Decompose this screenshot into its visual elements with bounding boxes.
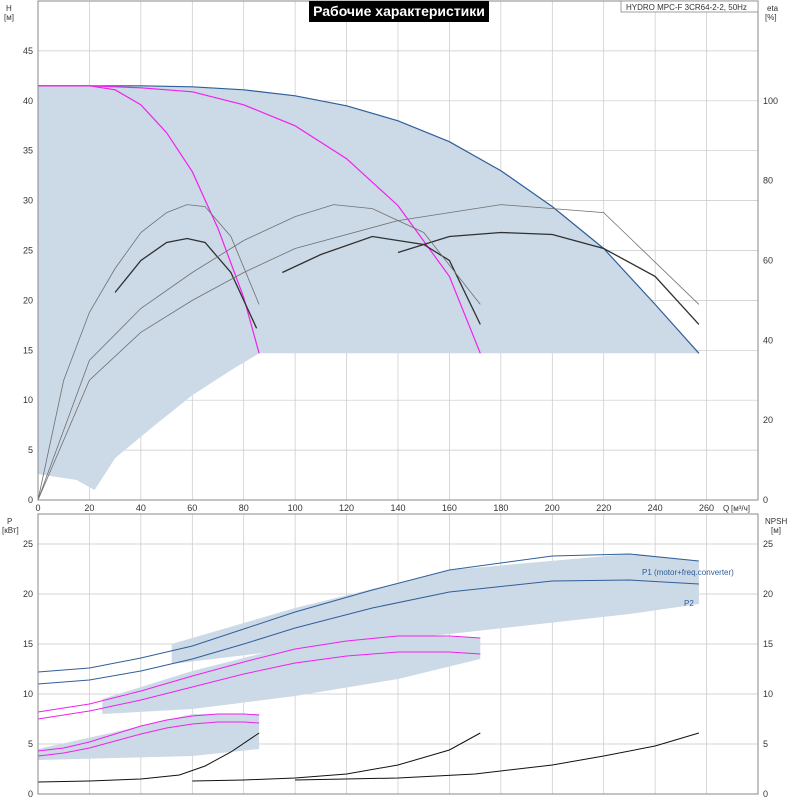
lower-plot-frame bbox=[37, 513, 759, 795]
upper-y-axis-unit: [м] bbox=[4, 13, 14, 22]
y2-tick-label: 0 bbox=[763, 789, 768, 799]
lower-y2-tick-labels: 0 5 10 15 20 25 bbox=[763, 539, 773, 799]
curve-head-2-pumps bbox=[38, 85, 481, 354]
model-label: HYDRO MPC-F 3CR64-2-2, 50Hz bbox=[626, 3, 747, 12]
legend-p2-label: P2 bbox=[684, 599, 694, 608]
y-tick-label: 10 bbox=[23, 395, 33, 405]
curve-P2-1-pump bbox=[37, 721, 260, 757]
y-tick-label: 35 bbox=[23, 146, 33, 156]
curve-npsh-1-pump bbox=[37, 732, 260, 783]
lower-y-axis-label: P bbox=[7, 517, 12, 526]
upper-chart: 0 20 40 60 80 100 120 140 160 180 200 220 240 260 051… bbox=[4, 0, 779, 513]
lower-y2-axis-unit: [м] bbox=[771, 526, 781, 535]
curve-head-3-pumps bbox=[38, 85, 700, 354]
x-tick-label: 160 bbox=[442, 503, 457, 513]
chart-title: Рабочие характеристики bbox=[313, 3, 485, 19]
y2-tick-label: 60 bbox=[763, 255, 773, 265]
curve-head-1-pump bbox=[38, 85, 260, 354]
upper-y2-axis-label: eta bbox=[767, 4, 779, 13]
upper-x-tick-labels: 0 20 40 60 80 100 120 140 160 180 200 220 240 260 bbox=[35, 503, 714, 513]
curve-P1-1-pump bbox=[37, 713, 260, 752]
x-tick-label: 220 bbox=[596, 503, 611, 513]
lower-curves bbox=[37, 553, 700, 783]
y-tick-label: 0 bbox=[28, 495, 33, 505]
y2-tick-label: 80 bbox=[763, 176, 773, 186]
curve-p1 bbox=[37, 553, 699, 673]
y-tick-label: 40 bbox=[23, 96, 33, 106]
curve-eta-3-pumps bbox=[397, 231, 700, 325]
y2-tick-label: 0 bbox=[763, 495, 768, 505]
y2-tick-label: 100 bbox=[763, 96, 778, 106]
chart-title-background bbox=[309, 1, 489, 22]
y2-tick-label: 40 bbox=[763, 335, 773, 345]
y-tick-label: 15 bbox=[23, 639, 33, 649]
power-envelope-3-pumps bbox=[171, 554, 699, 664]
y-tick-label: 30 bbox=[23, 196, 33, 206]
y-tick-label: 20 bbox=[23, 589, 33, 599]
y-tick-label: 20 bbox=[23, 295, 33, 305]
curve-eta-1-pump-alt bbox=[37, 204, 260, 501]
x-tick-label: 100 bbox=[288, 503, 303, 513]
x-tick-label: 240 bbox=[648, 503, 663, 513]
y-tick-label: 25 bbox=[23, 246, 33, 256]
upper-y2-axis-unit: [%] bbox=[765, 13, 777, 22]
x-tick-label: 40 bbox=[136, 503, 146, 513]
curve-npsh-2-pumps bbox=[192, 732, 481, 782]
upper-envelope bbox=[38, 85, 699, 491]
upper-y2-tick-labels: 0 20 40 60 80 100 bbox=[763, 96, 778, 505]
upper-x-axis-unit: [м³/ч] bbox=[731, 504, 750, 513]
y2-tick-label: 20 bbox=[763, 589, 773, 599]
curve-P2-2-pumps bbox=[37, 651, 481, 720]
x-tick-label: 0 bbox=[35, 503, 40, 513]
legend-p1-label: P1 (motor+freq.converter) bbox=[642, 568, 734, 577]
y2-tick-label: 10 bbox=[763, 689, 773, 699]
y-tick-label: 5 bbox=[28, 739, 33, 749]
x-tick-label: 120 bbox=[339, 503, 354, 513]
lower-envelope bbox=[38, 554, 699, 760]
y2-tick-label: 20 bbox=[763, 415, 773, 425]
y-tick-label: 45 bbox=[23, 46, 33, 56]
x-tick-label: 80 bbox=[239, 503, 249, 513]
curve-eta-3-pumps-alt bbox=[37, 204, 700, 501]
power-envelope-2-pumps bbox=[102, 635, 481, 714]
y-tick-label: 25 bbox=[23, 539, 33, 549]
x-tick-label: 200 bbox=[545, 503, 560, 513]
y2-tick-label: 5 bbox=[763, 739, 768, 749]
lower-chart: 0 5 10 15 20 25 0 5 10 15 20 25 P [кВт] NPSH [м] P… bbox=[2, 513, 787, 799]
x-tick-label: 260 bbox=[699, 503, 714, 513]
lower-y-tick-labels: 0 5 10 15 20 25 bbox=[23, 539, 33, 799]
x-tick-label: 140 bbox=[390, 503, 405, 513]
y-tick-label: 15 bbox=[23, 345, 33, 355]
upper-x-axis-label: Q bbox=[723, 504, 729, 513]
lower-y-axis-unit: [кВт] bbox=[2, 526, 19, 535]
upper-y-axis-label: H bbox=[6, 4, 12, 13]
curve-p2 bbox=[37, 579, 699, 685]
curve-eta-1-pump bbox=[114, 237, 258, 329]
y2-tick-label: 25 bbox=[763, 539, 773, 549]
y2-tick-label: 15 bbox=[763, 639, 773, 649]
y-tick-label: 0 bbox=[28, 789, 33, 799]
x-tick-label: 180 bbox=[493, 503, 508, 513]
lower-y2-axis-label: NPSH bbox=[765, 517, 787, 526]
curve-npsh-3-pumps bbox=[295, 732, 700, 781]
upper-curves bbox=[37, 85, 700, 501]
model-label-box bbox=[620, 0, 759, 13]
curve-P1-2-pumps bbox=[37, 635, 481, 713]
y-tick-label: 10 bbox=[23, 689, 33, 699]
head-envelope-area bbox=[38, 85, 699, 491]
upper-y-tick-labels: 0 5 10 15 20 25 30 35 40 45 bbox=[23, 46, 33, 505]
power-envelope-1-pump bbox=[38, 714, 260, 760]
y-tick-label: 5 bbox=[28, 445, 33, 455]
x-tick-label: 60 bbox=[187, 503, 197, 513]
x-tick-label: 20 bbox=[84, 503, 94, 513]
